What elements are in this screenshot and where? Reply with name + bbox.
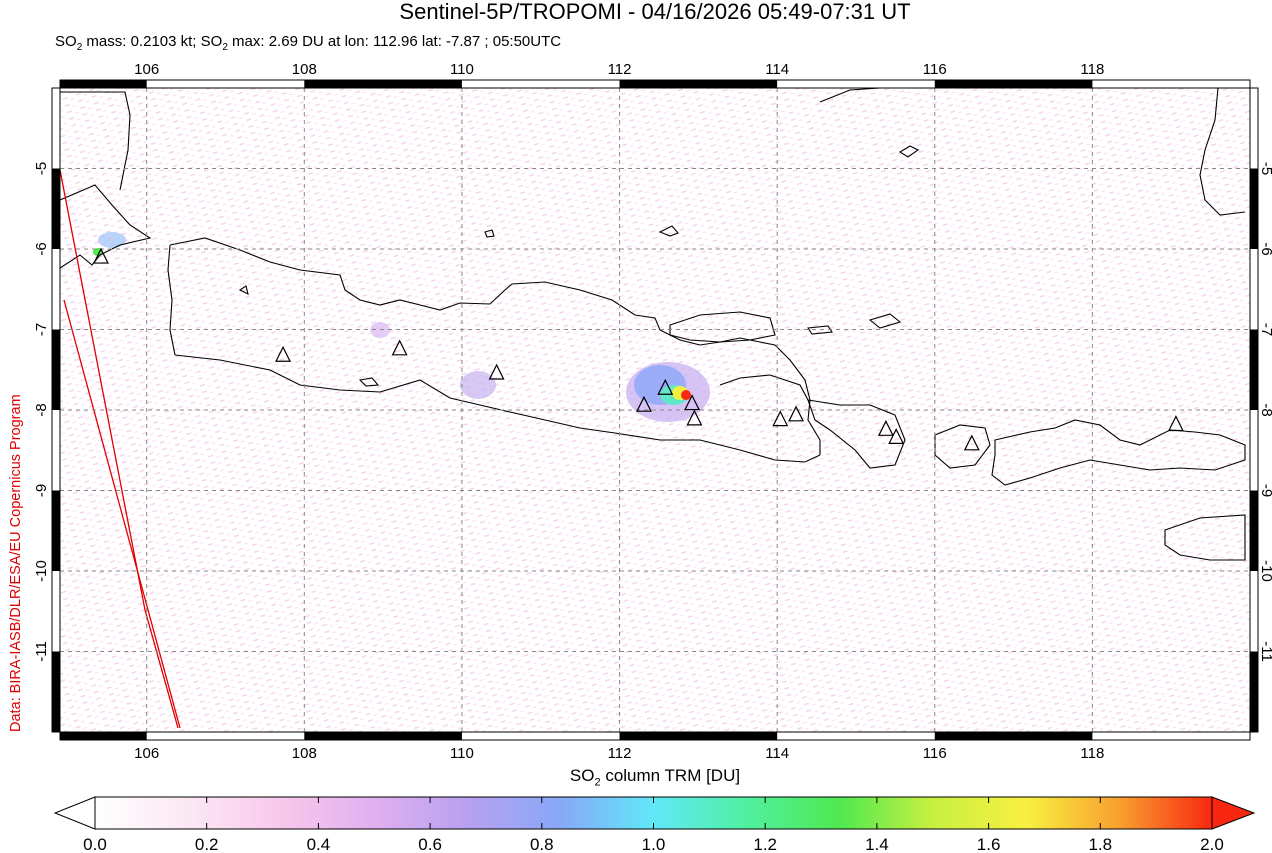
- so2-plume: [93, 232, 710, 422]
- colorbar-tick-label: 1.4: [865, 835, 889, 853]
- colorbar-min-arrow: [53, 796, 96, 830]
- lat-tick-label: -10: [33, 560, 50, 582]
- colorbar-label-part: SO: [569, 766, 595, 785]
- lat-tick-label: -5: [33, 162, 50, 175]
- subtitle-subscript: 2: [76, 42, 83, 53]
- lat-tick-label: -7: [33, 323, 50, 336]
- volcano-icon: [488, 363, 505, 380]
- colorbar-tick-label: 0.4: [307, 835, 331, 853]
- coastlines: [60, 88, 1246, 561]
- lon-tick-label: 106: [134, 745, 159, 762]
- lat-tick-label: -5: [1258, 162, 1272, 175]
- orbit-swath-edges: [60, 169, 181, 729]
- axis-labels: 106 106 108 108 110 110 112 112 114 114 116 116 118 1…: [33, 61, 1272, 762]
- map-border: [59, 87, 1251, 733]
- lat-tick-label: -6: [1258, 242, 1272, 255]
- lat-tick-label: -7: [1258, 323, 1272, 336]
- lat-tick-label: -8: [1258, 403, 1272, 416]
- lon-tick-label: 118: [1080, 745, 1104, 762]
- lat-tick-label: -10: [1258, 560, 1272, 582]
- lat-tick-label: -11: [1258, 641, 1272, 662]
- colorbar-label: SO2 column TRM [DU]: [0, 766, 1272, 788]
- volcano-icon: [686, 409, 703, 426]
- volcano-icon: [772, 410, 789, 427]
- frame-bar: [52, 490, 60, 571]
- subtitle-part: max: 2.69 DU at lon: 112.96 lat: -7.87 ;…: [227, 33, 562, 50]
- colorbar-tick-label: 2.0: [1200, 835, 1224, 853]
- volcano-icon: [657, 378, 674, 395]
- volcano-icon: [391, 339, 408, 356]
- frame-bar: [619, 80, 778, 88]
- lon-tick-label: 118: [1080, 61, 1104, 78]
- volcano-icon: [788, 405, 805, 422]
- lon-tick-label: 114: [765, 61, 789, 78]
- lon-tick-label: 106: [134, 61, 159, 78]
- colorbar-tick-label: 1.8: [1088, 835, 1112, 853]
- lat-tick-label: -11: [33, 641, 50, 662]
- frame-bar: [934, 80, 1093, 88]
- lon-tick-label: 108: [292, 745, 317, 762]
- subtitle-part: SO: [55, 33, 77, 50]
- lat-tick-label: -9: [33, 484, 50, 497]
- colorbar-tick-label: 0.2: [195, 835, 219, 853]
- colorbar-tick-label: 0.8: [530, 835, 554, 853]
- colorbar-tick-label: 1.0: [642, 835, 666, 853]
- frame-bar: [1250, 490, 1258, 571]
- volcano-icon: [888, 428, 905, 444]
- lon-tick-label: 116: [923, 61, 947, 78]
- lon-tick-label: 114: [765, 745, 789, 762]
- lat-tick-label: -6: [33, 242, 50, 255]
- frame-bar: [52, 651, 60, 732]
- volcano-icon: [1167, 415, 1184, 432]
- frame-bar: [1250, 168, 1258, 249]
- lon-tick-label: 110: [450, 61, 474, 78]
- frame-bar: [304, 732, 462, 740]
- colorbar-label-subscript: 2: [594, 776, 601, 789]
- volcano-markers: [93, 247, 1184, 451]
- frame-bar: [304, 80, 462, 88]
- map-subtitle: SO2 mass: 0.2103 kt; SO2 max: 2.69 DU at…: [55, 33, 561, 57]
- colorbar-max-arrow: [1211, 796, 1256, 830]
- frame-bar: [52, 329, 60, 410]
- lat-tick-label: -8: [33, 403, 50, 416]
- lon-tick-label: 108: [292, 61, 317, 78]
- colorbar-tick-label: 0.0: [83, 835, 107, 853]
- so2-maximum: [681, 390, 691, 400]
- map-grid: [60, 88, 1250, 732]
- volcano-icon: [963, 434, 980, 451]
- volcano-icon: [877, 419, 894, 436]
- lon-tick-label: 110: [450, 745, 474, 762]
- subtitle-part: mass: 0.2103 kt; SO: [82, 33, 223, 50]
- frame-bar: [1250, 651, 1258, 732]
- frame-bar: [60, 732, 147, 740]
- map-frame: [51, 79, 1259, 741]
- frame-bar: [934, 732, 1093, 740]
- lat-tick-label: -9: [1258, 484, 1272, 497]
- frame-bar: [52, 168, 60, 249]
- page-title: Sentinel-5P/TROPOMI - 04/16/2026 05:49-0…: [399, 0, 911, 24]
- volcano-icon: [684, 394, 701, 411]
- colorbar-label-part: column TRM [DU]: [600, 766, 741, 785]
- colorbar-tick-label: 0.6: [418, 835, 442, 853]
- volcano-icon: [93, 247, 109, 264]
- lon-tick-label: 116: [923, 745, 947, 762]
- volcano-icon: [275, 345, 291, 362]
- colorbar-tick-label: 1.6: [977, 835, 1001, 853]
- subtitle-subscript: 2: [222, 42, 228, 53]
- colorbar-tick-label: 1.2: [753, 835, 777, 853]
- lon-tick-label: 112: [608, 745, 632, 762]
- volcano-icon: [635, 395, 652, 412]
- map-layers: [60, 88, 1250, 732]
- frame-bar: [1250, 329, 1258, 410]
- colorbar: 0.0 0.2 0.4 0.6 0.8 1.0 1.2 1.4 1.6 1.8 2.0: [53, 796, 1256, 853]
- lon-tick-label: 112: [608, 61, 632, 78]
- frame-bar: [60, 80, 147, 88]
- frame-bar: [619, 732, 778, 740]
